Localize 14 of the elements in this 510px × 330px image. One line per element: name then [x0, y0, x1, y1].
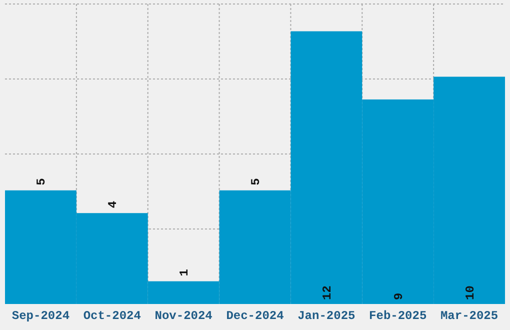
data-label: 1: [178, 269, 192, 276]
x-tick-label: Jan-2025: [298, 309, 356, 323]
data-label: 5: [34, 178, 49, 186]
x-tick-label: Feb-2025: [369, 309, 427, 323]
data-label: 9: [392, 292, 406, 300]
x-tick-label: Sep-2024: [12, 309, 70, 323]
data-label: 10: [463, 286, 478, 300]
x-tick-label: Oct-2024: [83, 309, 141, 323]
data-label: 5: [249, 178, 263, 186]
x-tick-label: Nov-2024: [154, 309, 212, 323]
data-label: 12: [320, 286, 334, 300]
x-tick-label: Dec-2024: [226, 309, 284, 323]
data-label: 4: [106, 200, 120, 208]
x-tick-label: Mar-2025: [440, 309, 498, 323]
